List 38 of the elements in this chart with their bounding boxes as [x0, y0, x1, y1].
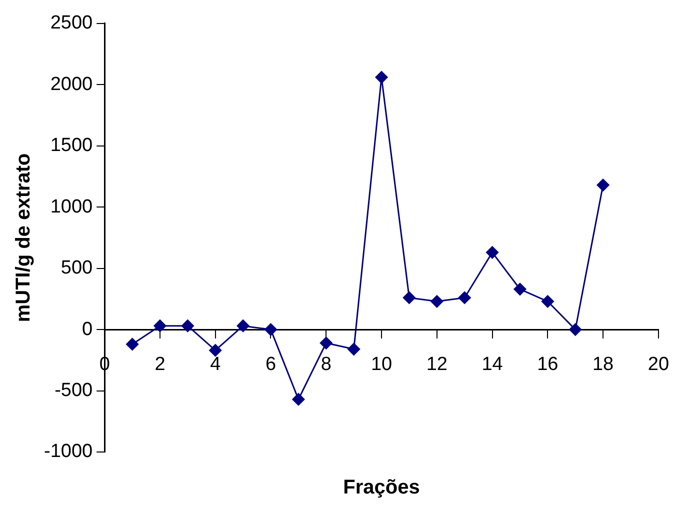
x-tick-label: 6: [265, 354, 276, 376]
x-tick-label: 14: [482, 354, 504, 376]
point: [181, 320, 194, 332]
x-tick-label: 20: [648, 354, 670, 376]
point: [569, 323, 582, 336]
point: [541, 295, 554, 308]
point: [126, 338, 139, 350]
y-tick-label: -1000: [44, 441, 93, 462]
y-tick-label: 2000: [50, 74, 93, 95]
x-tick-label: 18: [592, 354, 614, 376]
y-tick-label: 1000: [50, 196, 93, 218]
point: [264, 323, 277, 336]
y-tick-label: 0: [82, 318, 93, 340]
point: [458, 291, 471, 304]
y-axis-title: mUTI/g de extrato: [12, 153, 35, 322]
y-tick-label: 500: [60, 258, 93, 279]
point: [430, 295, 444, 308]
point: [596, 178, 610, 192]
y-tick-label: -500: [54, 380, 93, 402]
y-tick-label: 2500: [50, 12, 93, 34]
x-tick-label: 2: [154, 354, 166, 376]
y-tick-label: 1500: [50, 135, 93, 156]
x-tick-label: 12: [426, 354, 448, 376]
x-tick-label: 4: [210, 354, 222, 376]
point: [348, 342, 360, 356]
point: [486, 246, 499, 259]
x-tick-label: 16: [537, 354, 558, 376]
point: [209, 344, 222, 357]
x-tick-label: 8: [320, 354, 332, 376]
point: [154, 320, 166, 332]
x-tick-label: 10: [370, 354, 392, 376]
point: [320, 336, 332, 350]
point: [375, 71, 388, 84]
point: [402, 291, 416, 304]
point: [514, 282, 526, 296]
x-axis-title: Frações: [343, 476, 420, 499]
point: [292, 393, 305, 406]
point: [236, 320, 250, 332]
